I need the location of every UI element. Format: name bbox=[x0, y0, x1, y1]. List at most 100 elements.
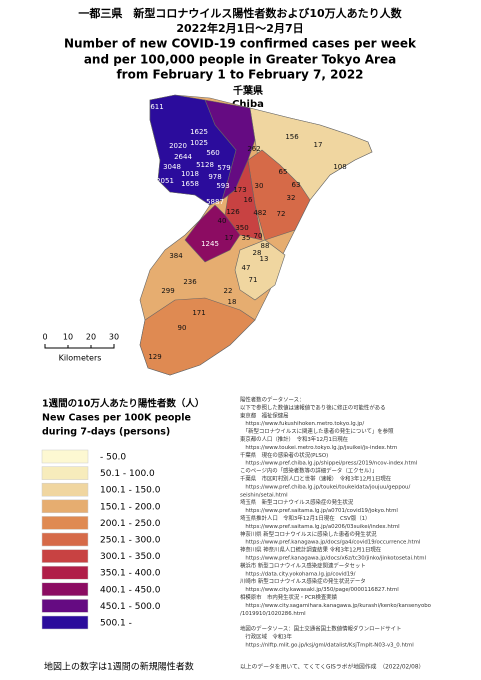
source-line: 神奈川県 神奈川県人口統計調査結果 令和3年12月1日現在 bbox=[240, 546, 382, 554]
map-label: 22 bbox=[224, 287, 233, 295]
region-area bbox=[247, 149, 311, 241]
legend-swatch bbox=[41, 582, 89, 597]
legend-swatch bbox=[41, 565, 89, 580]
legend-title: during 7-days (persons) bbox=[42, 427, 170, 438]
map-label: 1018 bbox=[181, 170, 199, 178]
scale-bar: 0 10 20 30 Kilometers bbox=[42, 333, 119, 363]
map-label: 35 bbox=[242, 234, 251, 242]
legend-label: 100.1 - 150.0 bbox=[100, 486, 161, 496]
legend-swatch bbox=[41, 466, 89, 480]
map-label: 72 bbox=[277, 210, 286, 218]
map-label: 262 bbox=[247, 145, 260, 153]
source-line: 横浜市 新型コロナウイルス感染症関連データセット bbox=[240, 561, 366, 569]
map-label: 482 bbox=[253, 209, 266, 217]
legend-swatch bbox=[41, 549, 89, 563]
source-line: 以下で参照した数値は速報値であり後に修正の可能性がある bbox=[240, 403, 386, 411]
map-label: 129 bbox=[148, 353, 161, 361]
source-line: https://www.pref.saitama.lg.jp/a0206/03s… bbox=[240, 524, 400, 530]
map-label: 71 bbox=[249, 276, 258, 284]
map-label: 2020 bbox=[169, 142, 187, 150]
scale-line bbox=[44, 344, 115, 349]
map-label: 560 bbox=[206, 149, 219, 157]
legend: - 50.0 50.1 - 100.0 100.1 - 150.0 150.1 - 2… bbox=[41, 449, 161, 630]
footnote: 地図上の数字は1週間の新規陽性者数 bbox=[44, 661, 194, 673]
map-label: 17 bbox=[314, 141, 323, 149]
legend-swatch bbox=[41, 482, 89, 497]
map-label: 126 bbox=[226, 208, 240, 216]
map-label: 63 bbox=[292, 181, 301, 189]
credit: 以上のデータを用いて、てくてくGISラボが地図作成 （2022/02/08） bbox=[240, 663, 424, 671]
source-line: https://nlftp.mlit.go.jp/ksj/gml/datalis… bbox=[240, 642, 414, 648]
map-label: 5128 bbox=[196, 161, 214, 169]
legend-label: 150.1 - 200.0 bbox=[100, 502, 161, 512]
source-line: https://www.city.kawasaki.jp/350/page/00… bbox=[240, 587, 399, 593]
legend-label: 400.1 - 450.0 bbox=[100, 585, 161, 595]
source-line: 「新型コロナウイルスに関連した患者の発生について」を参照 bbox=[240, 427, 394, 435]
map-label: 171 bbox=[192, 309, 205, 317]
map-label: 2051 bbox=[156, 177, 174, 185]
map-label: 70 bbox=[254, 232, 263, 240]
scale-tick: 10 bbox=[63, 333, 73, 342]
map-label: 1025 bbox=[190, 139, 208, 147]
map-label: 2644 bbox=[174, 153, 192, 161]
legend-swatch bbox=[41, 499, 89, 514]
source-line: このページ内の「感染者数等の詳細データ（エクセル）」 bbox=[240, 467, 377, 475]
source-line: https://www.pref.saitama.lg.jp/a0701/cov… bbox=[240, 508, 398, 514]
map-label: 579 bbox=[217, 164, 230, 172]
map-label: 384 bbox=[169, 252, 183, 260]
scale-unit: Kilometers bbox=[59, 354, 102, 363]
legend-label: 300.1 - 350.0 bbox=[100, 552, 161, 562]
legend-swatch bbox=[41, 615, 89, 630]
source-line: https://www.pref.chiba.lg.jp/shippei/pre… bbox=[240, 461, 417, 467]
map-label: 40 bbox=[218, 217, 227, 225]
source-line: 神奈川県 新型コロナウイルスに感染した患者の発生状況 bbox=[240, 530, 377, 538]
map-label: 173 bbox=[233, 186, 246, 194]
region-en: Chiba bbox=[232, 99, 264, 110]
legend-label: 200.1 - 250.0 bbox=[100, 519, 161, 529]
legend-title: New Cases per 100K people bbox=[42, 413, 191, 424]
title-en: and per 100,000 people in Greater Tokyo … bbox=[84, 53, 396, 67]
map-label: 16 bbox=[244, 196, 253, 204]
source-line: https://www.toukei.metro.tokyo.lg.jp/jsu… bbox=[240, 445, 397, 451]
region-ja: 千葉県 bbox=[233, 84, 263, 97]
scale-tick: 20 bbox=[86, 333, 96, 342]
title-en: from February 1 to February 7, 2022 bbox=[116, 68, 363, 82]
legend-label: - 50.0 bbox=[100, 453, 126, 463]
region-area bbox=[139, 297, 256, 376]
legend-label: 500.1 - bbox=[100, 619, 132, 629]
source-line: https://data.city.yokohama.lg.jp/covid19… bbox=[240, 571, 356, 577]
map-label: 1658 bbox=[181, 180, 199, 188]
map-label: 88 bbox=[261, 242, 270, 250]
map bbox=[139, 94, 373, 376]
map-label: 593 bbox=[216, 182, 229, 190]
map-label: 1625 bbox=[190, 128, 208, 136]
map-label: 3048 bbox=[163, 163, 181, 171]
map-label: 32 bbox=[287, 194, 296, 202]
source-line: 東京都 福祉保健局 bbox=[240, 411, 289, 419]
map-label: 47 bbox=[242, 264, 251, 272]
scale-tick: 0 bbox=[42, 333, 47, 342]
map-label: 65 bbox=[279, 168, 288, 176]
source-line: seishin/setai.html bbox=[240, 492, 288, 498]
source-line: https://www.city.sagamihara.kanagawa.jp/… bbox=[240, 603, 431, 609]
map-label: 978 bbox=[208, 173, 221, 181]
map-label: 17 bbox=[225, 234, 234, 242]
sources: 陽性者数のデータソース：以下で参照した数値は速報値であり後に修正の可能性がある東… bbox=[240, 396, 431, 649]
map-label: 108 bbox=[333, 163, 346, 171]
map-label: 18 bbox=[228, 298, 237, 306]
source-line: https://www.pref.kanagawa.jp/docs/ga4/co… bbox=[240, 540, 420, 546]
region-area bbox=[149, 94, 237, 206]
source-line: 地図のデータソース：国土交通省国土数値情報ダウンロードサイト bbox=[240, 625, 401, 633]
source-line: https://www.pref.kanagawa.jp/docs/x6z/tc… bbox=[240, 556, 426, 562]
source-line: 千葉県 現在の感染者の状況(PLSO) bbox=[240, 451, 328, 459]
source-line: 行政区域 令和3年 bbox=[240, 633, 293, 641]
legend-title: 1週間の10万人あたり陽性者数（人） bbox=[42, 398, 204, 410]
legend-label: 350.1 - 400.0 bbox=[100, 569, 161, 579]
legend-swatch bbox=[41, 516, 89, 530]
map-label: 236 bbox=[183, 278, 197, 286]
source-line: 埼玉県 新型コロナウイルス感染症の発生状況 bbox=[240, 498, 354, 506]
region-area bbox=[184, 204, 241, 263]
legend-swatch bbox=[41, 599, 89, 613]
legend-label: 250.1 - 300.0 bbox=[100, 536, 161, 546]
